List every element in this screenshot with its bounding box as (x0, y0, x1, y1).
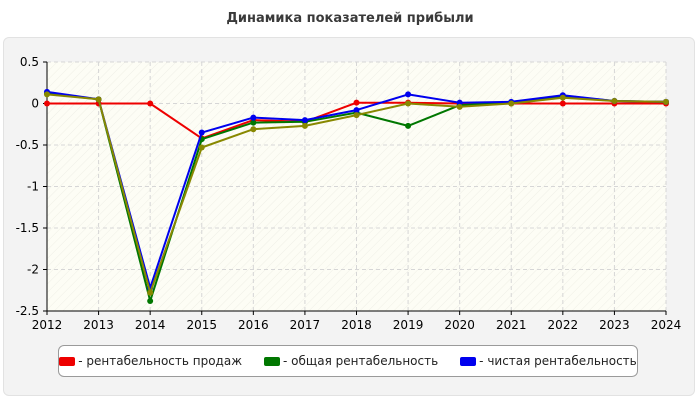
y-tick-label: 0.5 (20, 55, 39, 69)
legend-item: - общая рентабельность (264, 354, 438, 368)
series-4-point (95, 96, 102, 103)
series-3-point (198, 129, 205, 136)
series-1-point (353, 99, 360, 106)
x-tick-label: 2024 (651, 318, 682, 332)
series-1-point (147, 100, 154, 107)
series-3-point (250, 114, 257, 121)
x-tick-label: 2016 (238, 318, 269, 332)
series-4-point (147, 289, 154, 296)
x-tick-label: 2012 (32, 318, 63, 332)
y-tick-label: -1 (27, 180, 39, 194)
chart-title: Динамика показателей прибыли (226, 11, 474, 26)
legend-label: - чистая рентабельность (479, 354, 637, 368)
series-2-point (250, 119, 257, 126)
series-4-point (405, 100, 412, 107)
legend-swatch (264, 356, 281, 366)
series-4-point (44, 91, 50, 98)
x-tick-label: 2018 (341, 318, 372, 332)
x-tick-label: 2014 (135, 318, 166, 332)
series-4-point (250, 126, 257, 133)
y-tick-label: -2 (27, 263, 39, 277)
legend: - рентабельность продаж - общая рентабель… (58, 345, 638, 377)
x-tick-label: 2015 (186, 318, 217, 332)
series-3-point (456, 99, 463, 106)
x-tick-label: 2023 (599, 318, 630, 332)
series-4-point (663, 98, 669, 105)
series-4-point (508, 100, 515, 107)
y-tick-label: -0.5 (16, 138, 39, 152)
x-tick-label: 2021 (496, 318, 527, 332)
series-4-point (353, 112, 360, 119)
series-3-point (405, 91, 412, 98)
legend-swatch (460, 356, 477, 366)
series-4-point (456, 103, 463, 110)
series-2-point (147, 298, 154, 305)
series-3-point (301, 117, 308, 124)
legend-item: - рентабельность продаж (59, 354, 242, 368)
legend-label: - рентабельность продаж (78, 354, 243, 368)
y-tick-label: -2.5 (16, 304, 39, 318)
series-4-point (611, 98, 618, 105)
series-4-point (198, 144, 205, 151)
series-4-point (301, 122, 308, 129)
y-tick-label: -1.5 (16, 221, 39, 235)
x-tick-label: 2013 (83, 318, 114, 332)
series-2-point (405, 122, 412, 129)
series-3-point (353, 107, 360, 114)
series-4-point (559, 94, 566, 101)
series-1-point (559, 100, 566, 107)
x-tick-label: 2017 (290, 318, 321, 332)
series-1-point (44, 100, 50, 107)
x-tick-label: 2020 (444, 318, 475, 332)
x-tick-label: 2019 (393, 318, 424, 332)
legend-swatch (59, 356, 76, 366)
legend-label: - общая рентабельность (283, 354, 439, 368)
x-tick-label: 2022 (548, 318, 579, 332)
y-tick-label: 0 (31, 97, 39, 111)
legend-item: - чистая рентабельность (460, 354, 637, 368)
